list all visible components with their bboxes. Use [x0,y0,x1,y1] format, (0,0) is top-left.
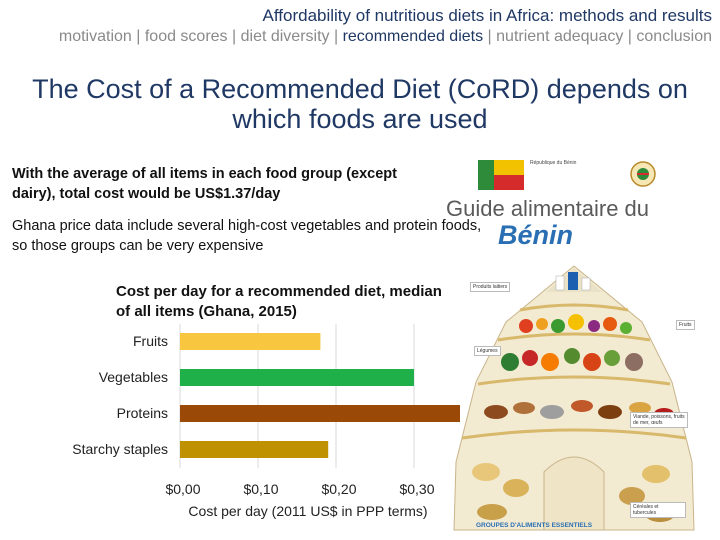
flag-red [494,175,524,190]
flag-yellow [494,160,524,175]
nav-separator: | [227,28,241,45]
food-pyramid-illustration [453,265,695,531]
guide-title-line1: Guide alimentaire du [446,196,650,221]
flag-green [478,160,494,190]
dairy-tag: Produits laitiers [470,282,511,292]
nav-separator: | [131,28,145,45]
bar-starchy-staples [180,441,329,458]
x-tick-label: $0,10 [243,481,278,497]
x-axis-label: Cost per day (2011 US$ in PPP terms) [188,503,427,519]
fruits-tag: Fruits [676,320,695,330]
x-tick-label: $0,20 [321,481,356,497]
benin-seal-icon [630,161,656,187]
nav-item-diet-diversity[interactable]: diet diversity [240,28,330,45]
nav-separator: | [329,28,343,45]
nav-item-conclusion[interactable]: conclusion [636,28,712,45]
x-tick-label: $0,30 [399,481,434,497]
proteins-tag: Viande, poissons, fruits de mer, œufs [630,412,688,428]
category-label: Proteins [117,405,168,421]
category-label: Starchy staples [72,441,168,457]
bar-proteins [180,405,460,422]
nav-item-motivation[interactable]: motivation [58,28,132,45]
category-label: Fruits [133,333,168,349]
nav-item-nutrient-adequacy[interactable]: nutrient adequacy [496,28,624,45]
vegetables-tag: Légumes [474,346,501,356]
section-nav: motivation | food scores | diet diversit… [0,28,712,45]
nav-item-recommended-diets[interactable]: recommended diets [342,28,484,45]
nav-separator: | [623,28,637,45]
chart-title: Cost per day for a recommended diet, med… [116,283,442,320]
guide-title-line2: Bénin [498,220,574,250]
x-tick-label: $0,00 [165,481,200,497]
section-topic: Affordability of nutritious diets in Afr… [262,6,712,25]
guide-caption: GROUPES D'ALIMENTS ESSENTIELS [476,522,593,529]
nav-item-food-scores[interactable]: food scores [144,28,228,45]
summary-paragraph: With the average of all items in each fo… [12,166,397,202]
benin-flag [478,160,524,190]
ghana-note-paragraph: Ghana price data include several high-co… [12,218,482,254]
staples-tag: Céréales et tubercules [630,502,686,518]
cost-bar-chart: Fruits Vegetables Proteins Starchy staples $… [72,324,460,519]
ministry-text: République du Bénin [530,160,577,166]
slide-title: The Cost of a Recommended Diet (CoRD) de… [32,74,688,134]
category-label: Vegetables [99,369,168,385]
bar-vegetables [180,369,414,386]
bar-fruits [180,333,321,350]
nav-separator: | [483,28,497,45]
